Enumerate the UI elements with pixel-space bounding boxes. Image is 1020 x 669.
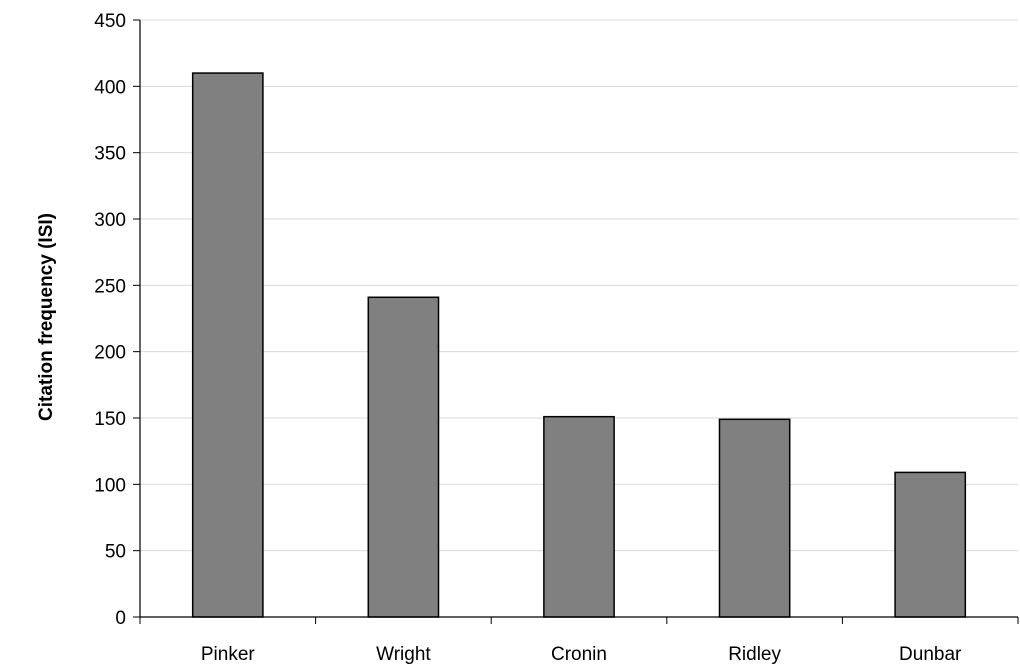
x-tick-label: Dunbar <box>899 644 962 665</box>
y-tick-label: 150 <box>94 409 126 430</box>
y-tick-label: 400 <box>94 77 126 98</box>
bar-ridley <box>718 418 791 618</box>
y-axis-ticks: 0 50 100 150 200 250 300 350 400 450 <box>94 11 140 629</box>
y-tick-label: 0 <box>115 608 126 629</box>
y-tick-label: 200 <box>94 343 126 364</box>
axes <box>139 20 1018 618</box>
x-tick-label: Cronin <box>551 644 607 665</box>
bar-dunbar <box>894 471 967 618</box>
x-tick-label: Pinker <box>201 644 256 665</box>
y-tick-label: 350 <box>94 144 126 165</box>
y-tick-label: 50 <box>105 542 126 563</box>
bar-wright <box>367 296 440 618</box>
gridlines <box>140 19 1018 552</box>
y-tick-label: 100 <box>94 475 126 496</box>
bar-cronin <box>543 415 615 618</box>
y-tick-label: 450 <box>94 11 126 32</box>
y-tick-label: 250 <box>94 276 126 297</box>
x-axis-ticks: Pinker Wright Cronin Ridley Dunbar <box>139 617 1019 665</box>
y-tick-label: 300 <box>94 210 126 231</box>
x-tick-label: Wright <box>376 644 431 665</box>
x-tick-label: Ridley <box>728 644 781 665</box>
y-axis-title: Citation frequency (ISI) <box>36 213 57 421</box>
bars <box>191 72 967 618</box>
bar-pinker <box>191 72 264 618</box>
